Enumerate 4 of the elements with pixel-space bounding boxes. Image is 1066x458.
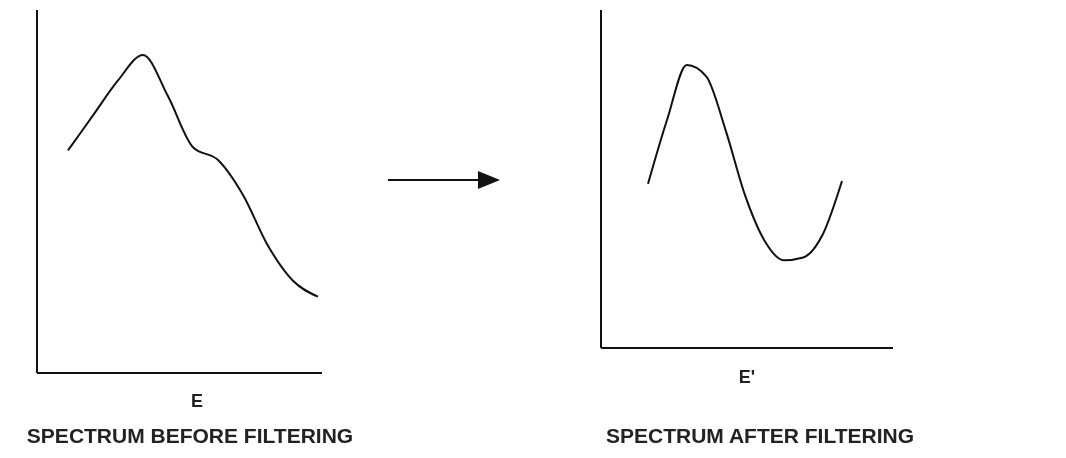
x-axis-title: E (190, 391, 204, 411)
x-axis-title: E' (738, 367, 756, 387)
text: SPECTRUM AFTER FILTERING (606, 424, 914, 447)
text: SPECTRUM BEFORE FILTERING (26, 424, 354, 447)
